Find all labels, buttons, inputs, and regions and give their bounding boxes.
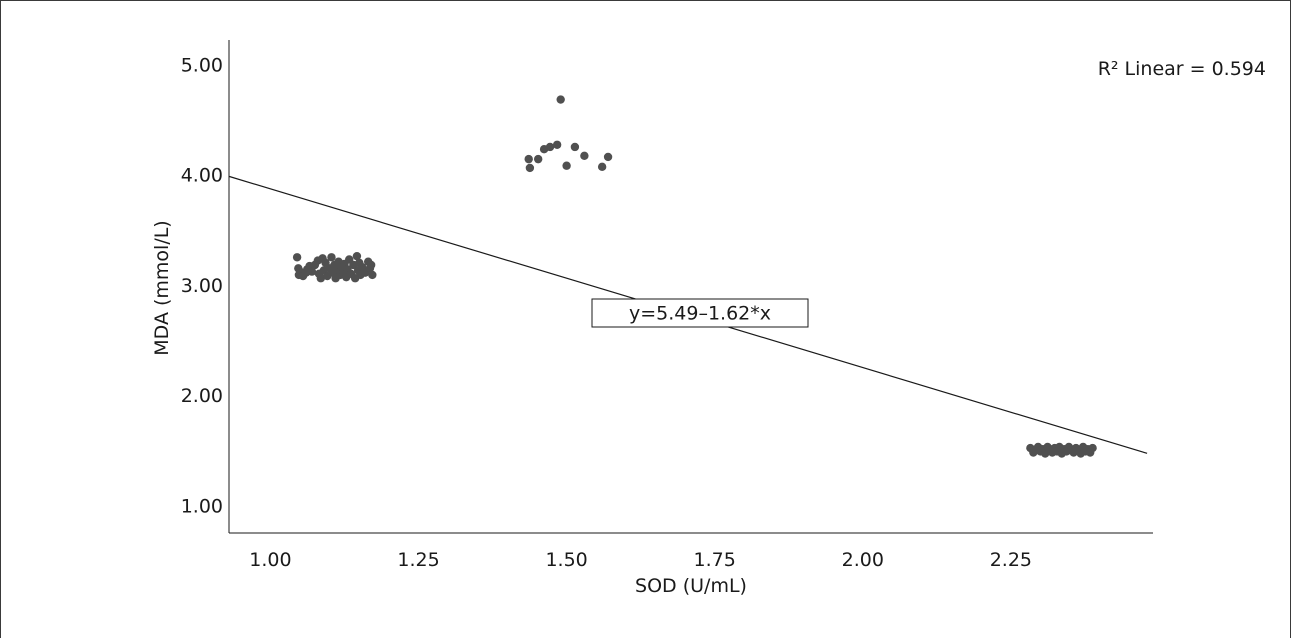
- y-axis-title: MDA (mmol/L): [151, 220, 173, 355]
- data-point: [552, 140, 562, 149]
- x-tick-label: 2.25: [990, 549, 1032, 571]
- data-point: [580, 151, 589, 161]
- data-point: [562, 161, 571, 170]
- y-tick-label: 1.00: [181, 495, 223, 517]
- data-point: [292, 253, 302, 262]
- data-point: [368, 270, 377, 280]
- x-tick-label: 1.75: [694, 549, 736, 571]
- axes: [228, 40, 1153, 534]
- data-point: [525, 163, 535, 173]
- data-point: [533, 154, 543, 164]
- y-tick-label: 5.00: [181, 54, 223, 76]
- data-point: [307, 267, 317, 276]
- x-tick-labels: 1.00 1.25 1.50 1.75 2.00 2.25: [249, 549, 1032, 571]
- data-point: [1088, 443, 1097, 453]
- equation-label: y=5.49–1.62*x: [629, 303, 771, 325]
- x-tick-label: 1.50: [545, 549, 587, 571]
- data-point: [316, 274, 326, 283]
- data-point: [352, 251, 362, 261]
- data-point: [597, 162, 607, 172]
- x-tick-label: 1.25: [397, 549, 439, 571]
- r2-label: R² Linear = 0.594: [1098, 58, 1266, 80]
- y-tick-labels: 1.00 2.00 3.00 4.00 5.00: [181, 54, 223, 517]
- data-point: [570, 142, 580, 152]
- data-point: [524, 154, 533, 164]
- equation-annotation: y=5.49–1.62*x: [591, 298, 809, 328]
- equation-box: [591, 298, 809, 328]
- y-tick-label: 2.00: [181, 385, 223, 407]
- data-point: [545, 142, 555, 152]
- data-point: [556, 95, 565, 104]
- y-tick-label: 3.00: [181, 275, 223, 297]
- x-axis-title: SOD (U/mL): [635, 575, 747, 597]
- data-points: [292, 95, 1097, 458]
- data-point: [327, 253, 336, 262]
- data-point: [603, 152, 613, 162]
- y-tick-label: 4.00: [181, 165, 223, 187]
- x-tick-label: 1.00: [249, 549, 291, 571]
- x-tick-label: 2.00: [842, 549, 884, 571]
- data-point: [366, 260, 376, 270]
